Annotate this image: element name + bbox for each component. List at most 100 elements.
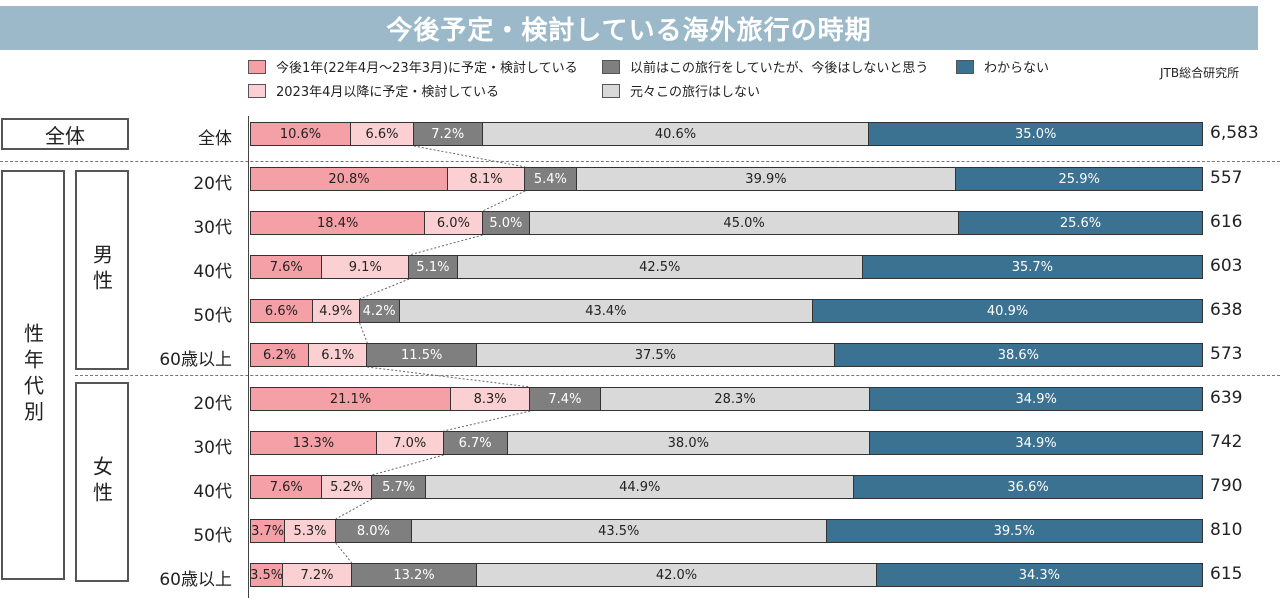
data-label: 40.9% [986,303,1029,319]
row-total: 810 [1210,520,1243,540]
data-label: 6.6% [264,303,298,319]
seg-no-longer: 6.7% [443,431,508,455]
seg-never: 42.5% [457,255,863,279]
row-label: 全体 [198,129,232,149]
data-label: 25.6% [1059,215,1102,231]
seg-no-longer: 7.4% [530,387,601,411]
data-label: 7.4% [548,391,582,407]
row-total: 638 [1210,300,1243,320]
data-label: 13.3% [292,435,335,451]
seg-never: 37.5% [477,343,835,367]
seg-unknown: 34.9% [870,431,1203,455]
data-label: 5.0% [489,215,523,231]
data-label: 8.1% [469,171,503,187]
category-axis [248,116,249,598]
row-total: 6,583 [1210,123,1259,143]
data-label: 5.3% [293,523,327,539]
seg-unknown: 35.0% [869,122,1203,146]
seg-next-year: 10.6% [250,122,352,146]
seg-unknown: 40.9% [813,299,1203,323]
seg-unknown: 35.7% [862,255,1203,279]
legend-item-never: 元々この旅行はしない [602,81,760,100]
data-label: 3.5% [250,567,284,583]
connector-line [443,410,531,432]
data-label: 4.9% [319,303,353,319]
data-label: 5.7% [382,479,416,495]
seg-never: 44.9% [426,475,855,499]
data-label: 25.9% [1058,171,1100,187]
stacked-bar: 6.6% 4.9% 4.2% 43.4% 40.9% [250,299,1203,323]
connector-line [482,190,526,212]
stacked-bar: 7.6% 9.1% 5.1% 42.5% 35.7% [250,255,1203,279]
legend-swatch [248,83,266,98]
row-label: 40代 [193,262,232,282]
connector-line [359,322,368,344]
seg-next-year: 13.3% [250,431,377,455]
data-label: 10.6% [279,126,322,142]
legend-label: 元々この旅行はしない [630,85,761,100]
data-label: 43.5% [598,523,640,539]
stacked-bar: 7.6% 5.2% 5.7% 44.9% 36.6% [250,475,1203,499]
legend-swatch [248,59,266,74]
legend-label: 2023年4月以降に予定・検討している [276,85,499,100]
row-label: 20代 [193,394,232,414]
seg-after-2023: 4.9% [312,299,360,323]
legend-item-unknown: わからない [956,57,1049,76]
connector-line [413,145,526,168]
seg-after-2023: 8.3% [451,387,531,411]
seg-unknown: 39.5% [826,519,1203,543]
stacked-bar: 18.4% 6.0% 5.0% 45.0% 25.6% [250,211,1203,235]
group-box-all: 全体 [1,118,129,150]
data-label: 35.7% [1011,259,1054,275]
seg-never: 43.5% [411,519,827,543]
seg-no-longer: 5.4% [525,167,577,191]
stacked-bar: 21.1% 8.3% 7.4% 28.3% 34.9% [250,387,1203,411]
data-label: 8.0% [356,523,390,539]
data-label: 34.3% [1018,567,1060,583]
seg-after-2023: 5.2% [322,475,372,499]
row-label: 50代 [193,526,232,546]
legend-swatch [956,59,974,74]
row-label: 30代 [193,218,232,238]
data-label: 4.2% [362,303,396,319]
row-label: 60歳以上 [159,570,232,590]
data-label: 38.6% [997,347,1040,363]
group-box-female: 女性 [75,382,129,582]
seg-after-2023: 6.0% [425,211,483,235]
seg-next-year: 7.6% [250,475,323,499]
data-label: 13.2% [393,567,435,583]
seg-after-2023: 7.0% [376,431,444,455]
data-label: 34.9% [1015,435,1057,451]
stacked-bar: 20.8% 8.1% 5.4% 39.9% 25.9% [250,167,1203,191]
data-label: 9.1% [348,259,382,275]
data-label: 5.2% [330,479,364,495]
seg-never: 42.0% [477,563,877,587]
row-total: 639 [1210,388,1243,408]
seg-unknown: 38.6% [834,343,1203,367]
data-label: 6.7% [458,435,492,451]
data-label: 6.6% [365,126,399,142]
data-label: 44.9% [619,479,661,495]
seg-no-longer: 4.2% [359,299,400,323]
data-label: 7.6% [269,479,303,495]
row-label: 60歳以上 [159,350,232,370]
seg-never: 38.0% [507,431,871,455]
data-label: 42.0% [655,567,698,583]
stacked-bar: 3.7% 5.3% 8.0% 43.5% 39.5% [250,519,1203,543]
stacked-bar: 6.2% 6.1% 11.5% 37.5% 38.6% [250,343,1203,367]
data-label: 7.0% [393,435,427,451]
row-total: 603 [1210,256,1243,276]
legend-item-after-2023: 2023年4月以降に予定・検討している [248,81,499,100]
chart-title: 今後予定・検討している海外旅行の時期 [386,15,872,46]
group-label-gender-age: 性年代別 [20,323,45,427]
seg-no-longer: 7.2% [413,122,483,146]
data-label: 11.5% [401,347,443,363]
seg-no-longer: 5.1% [409,255,458,279]
group-label-male: 男性 [89,244,114,296]
stacked-bar: 10.6% 6.6% 7.2% 40.6% 35.0% [250,122,1203,146]
seg-no-longer: 11.5% [367,343,478,367]
row-label: 50代 [193,306,232,326]
seg-unknown: 34.3% [876,563,1203,587]
data-label: 18.4% [317,215,359,231]
data-label: 43.4% [585,303,627,319]
